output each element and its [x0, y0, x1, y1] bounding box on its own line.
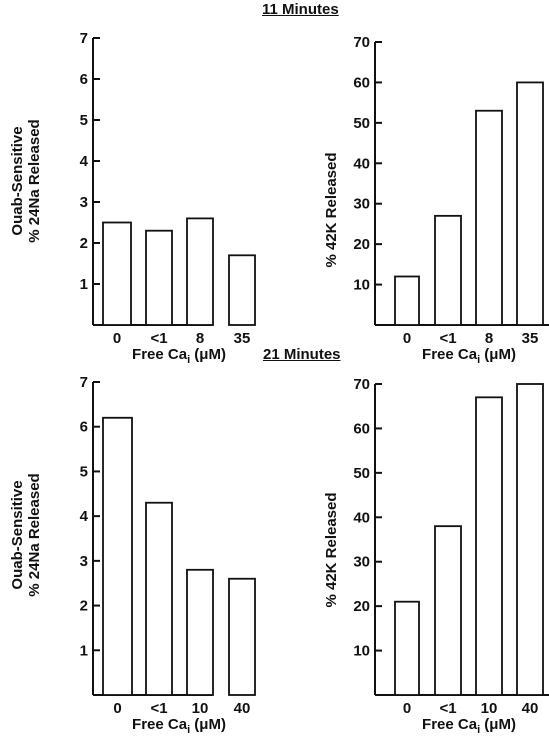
chart4-bar — [475, 396, 503, 696]
chart3-bar — [145, 501, 173, 696]
chart2-y-axis-title: % 42K Released — [323, 152, 340, 267]
chart1-bar — [102, 221, 132, 326]
chart1-x-axis-label: Free Cai (μM) — [132, 346, 226, 366]
chart1-y-tick-label: 7 — [80, 30, 88, 47]
chart3-bar — [102, 416, 133, 696]
chart3-bar — [228, 577, 256, 696]
chart2-y-tick-label: 70 — [353, 34, 370, 51]
chart1-y-tick-label: 2 — [80, 235, 88, 252]
chart4-x-axis-label: Free Cai (μM) — [422, 716, 516, 736]
chart3-x-tick-label: 40 — [234, 700, 251, 717]
chart3-y-tick-label: 5 — [80, 463, 88, 480]
chart2-x-tick-label: 8 — [485, 330, 493, 347]
chart3-x-tick-label: 0 — [113, 700, 121, 717]
chart3-y-tick-label: 3 — [80, 553, 88, 570]
chart1-y-tick-label: 1 — [80, 276, 88, 293]
chart3-y-axis-title-line: Ouab-Sensitive — [9, 480, 26, 589]
chart1-y-tick-label: 3 — [80, 194, 88, 211]
chart1-y-axis-title: Ouab-Sensitive% 24Na Released — [9, 119, 43, 242]
chart4-x-tick-label: 0 — [403, 700, 411, 717]
chart1-y-tick-label: 6 — [80, 71, 88, 88]
chart4-y-axis-title-line: % 42K Released — [323, 492, 340, 607]
chart4-x-tick-label: 10 — [481, 700, 498, 717]
chart4-bar — [394, 600, 420, 696]
chart2-y-axis-title-line: % 42K Released — [323, 152, 340, 267]
chart2-bar — [394, 275, 420, 326]
chart3-x-tick-label: <1 — [150, 700, 167, 717]
chart3-y-axis-title-line: % 24Na Released — [26, 473, 43, 596]
chart1-y-axis-title-line: Ouab-Sensitive — [9, 126, 26, 235]
chart3-y-tick-label: 7 — [80, 374, 88, 391]
chart2-bar — [434, 214, 462, 326]
chart1-bar — [228, 254, 256, 326]
chart2-y-tick-label: 60 — [353, 74, 370, 91]
chart1-x-tick-label: <1 — [150, 330, 167, 347]
chart1-y-tick-label: 4 — [80, 153, 89, 170]
chart1-bar — [145, 229, 173, 326]
chart4-y-tick-label: 60 — [353, 420, 370, 437]
chart4-y-tick-label: 10 — [353, 643, 370, 660]
chart3-x-tick-label: 10 — [192, 700, 209, 717]
chart4-y-tick-label: 50 — [353, 465, 370, 482]
chart3-bar — [186, 568, 214, 696]
chart2-y-tick-label: 50 — [353, 115, 370, 132]
chart2-y-tick-label: 20 — [353, 236, 370, 253]
chart4-y-tick-label: 40 — [353, 509, 370, 526]
chart1-y-axis-title-line: % 24Na Released — [26, 119, 43, 242]
chart4-bar — [516, 383, 544, 696]
chart1-y-tick-label: 5 — [80, 112, 88, 129]
chart4-y-tick-label: 70 — [353, 376, 370, 393]
chart1-bar — [186, 217, 214, 326]
section-title-21-minutes: 21 Minutes — [263, 346, 341, 363]
chart2-x-tick-label: <1 — [439, 330, 456, 347]
chart2-x-tick-label: 0 — [403, 330, 411, 347]
section-title-11-minutes: 11 Minutes — [262, 1, 339, 18]
chart4-x-tick-label: <1 — [439, 700, 456, 717]
chart4-y-tick-label: 30 — [353, 554, 370, 571]
chart3-y-tick-label: 2 — [80, 598, 88, 615]
chart3-y-tick-label: 1 — [80, 642, 88, 659]
chart2-bar — [516, 81, 544, 326]
chart1-x-tick-label: 35 — [234, 330, 251, 347]
chart4-y-axis-title: % 42K Released — [323, 492, 340, 607]
chart2-y-tick-label: 30 — [353, 196, 370, 213]
chart2-bar — [475, 109, 503, 326]
chart4-bar — [434, 525, 462, 696]
chart2-x-axis-label: Free Cai (μM) — [422, 346, 516, 366]
chart3-y-tick-label: 4 — [80, 508, 89, 525]
chart1-x-tick-label: 0 — [113, 330, 121, 347]
chart2-x-tick-label: 35 — [522, 330, 539, 347]
chart2-y-tick-label: 10 — [353, 277, 370, 294]
chart1-x-tick-label: 8 — [196, 330, 204, 347]
chart2-y-tick-label: 40 — [353, 155, 370, 172]
chart3-y-axis-title: Ouab-Sensitive% 24Na Released — [9, 473, 43, 596]
chart3-x-axis-label: Free Cai (μM) — [132, 716, 226, 736]
chart4-x-tick-label: 40 — [522, 700, 539, 717]
chart4-y-tick-label: 20 — [353, 598, 370, 615]
chart3-y-tick-label: 6 — [80, 419, 88, 436]
